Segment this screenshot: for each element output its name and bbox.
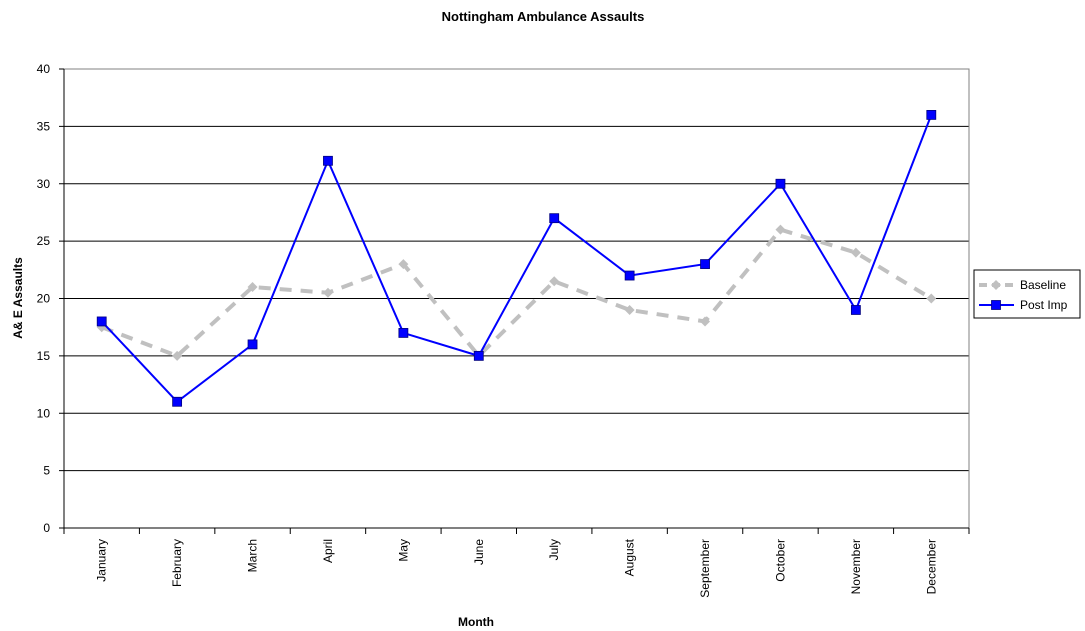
data-point <box>624 304 635 315</box>
data-point <box>926 293 937 304</box>
data-point <box>172 396 183 407</box>
data-point <box>775 178 786 189</box>
x-tick-labels: January February March April May June July Augu… <box>95 538 939 597</box>
legend-item: Baseline <box>979 278 1066 292</box>
data-point <box>549 213 560 224</box>
x-tick-label: December <box>924 539 938 594</box>
y-axis-title: A& E Assaults <box>11 257 25 339</box>
y-tick-label: 15 <box>37 349 51 363</box>
y-tick-label: 40 <box>37 62 51 76</box>
x-tick-label: September <box>698 539 712 598</box>
data-point <box>172 350 183 361</box>
y-tick-label: 5 <box>43 464 50 478</box>
y-tick-labels: 0 5 10 15 20 25 30 35 40 <box>37 62 51 535</box>
data-point <box>96 316 107 327</box>
data-point <box>247 282 258 293</box>
x-tick-label: April <box>321 539 335 563</box>
y-tick-label: 35 <box>37 119 51 133</box>
data-point <box>398 328 409 338</box>
legend: Baseline Post Imp <box>973 269 1081 319</box>
series-layer <box>96 110 937 407</box>
data-point <box>624 270 635 281</box>
data-point <box>700 259 710 269</box>
x-tick-label: January <box>95 539 109 582</box>
x-tick-label: March <box>246 539 260 572</box>
x-tick-label: June <box>472 539 486 565</box>
x-tick-label: July <box>547 539 561 560</box>
data-point <box>850 305 861 315</box>
data-point <box>549 276 560 287</box>
legend-marker <box>991 300 1001 310</box>
legend-box <box>973 269 1081 319</box>
y-tick-label: 0 <box>43 521 50 535</box>
legend-label: Baseline <box>1020 278 1066 292</box>
y-tick-label: 30 <box>37 177 51 191</box>
data-point <box>322 287 333 298</box>
x-axis-title: Month <box>458 615 494 629</box>
axes <box>59 68 970 534</box>
x-tick-label: November <box>849 539 863 594</box>
y-tick-label: 20 <box>37 292 51 306</box>
series-post-imp <box>96 110 937 407</box>
x-tick-label: February <box>170 539 184 587</box>
chart-title: Nottingham Ambulance Assaults <box>442 9 645 24</box>
data-point <box>473 350 484 361</box>
gridlines <box>64 125 969 472</box>
x-tick-label: October <box>773 539 787 582</box>
series-baseline <box>96 224 937 361</box>
legend-item: Post Imp <box>979 298 1068 312</box>
data-point <box>700 316 711 327</box>
data-point <box>775 224 786 235</box>
y-tick-label: 10 <box>37 406 51 420</box>
data-point <box>323 155 333 166</box>
legend-marker <box>991 280 1001 290</box>
x-tick-label: May <box>396 539 410 562</box>
x-tick-label: August <box>623 538 637 576</box>
data-point <box>398 259 409 270</box>
data-point <box>926 110 937 120</box>
data-point <box>850 247 861 258</box>
series-line <box>100 227 933 359</box>
data-point <box>247 339 258 350</box>
legend-label: Post Imp <box>1020 298 1068 312</box>
series-line <box>100 114 933 404</box>
y-tick-label: 25 <box>37 234 51 248</box>
